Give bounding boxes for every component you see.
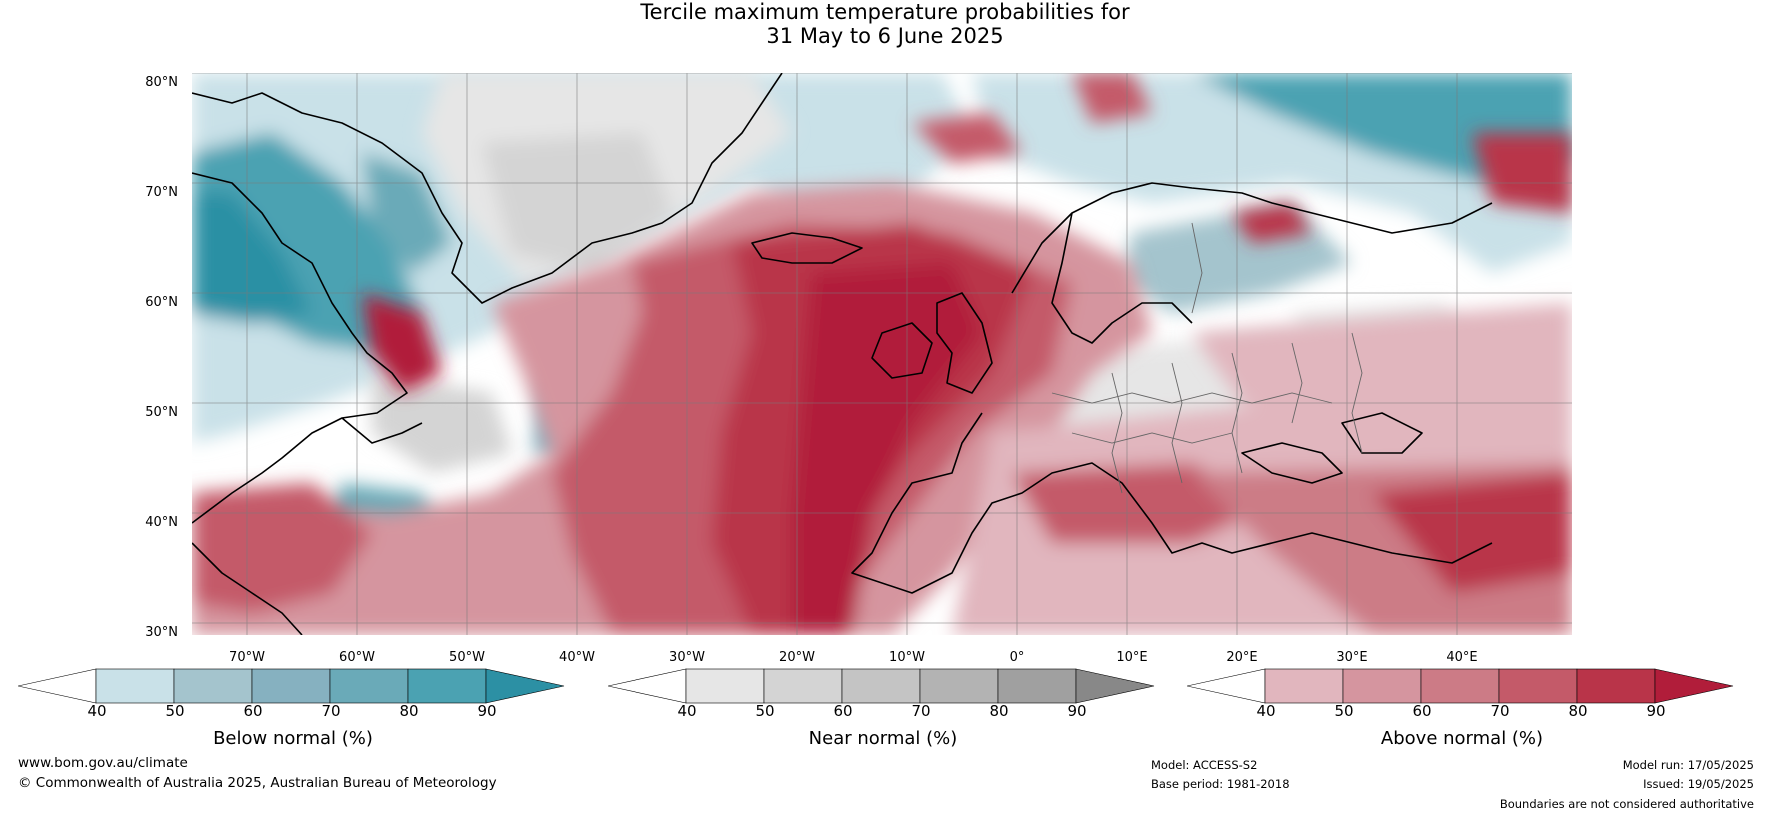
above-normal-colorbar (1187, 668, 1734, 704)
near-tick-70: 70 (911, 702, 931, 720)
above-tick-50: 50 (1334, 702, 1354, 720)
above-colorbar-segment (1342, 668, 1422, 704)
below-colorbar-high-extend (485, 668, 565, 704)
below-tick-90: 90 (477, 702, 497, 720)
near-colorbar-low-extend (608, 668, 687, 704)
above-normal-regions (192, 73, 1572, 635)
lon-label-10w: 10°W (889, 650, 925, 665)
lon-label-0: 0° (1009, 650, 1025, 665)
above-tick-40: 40 (1256, 702, 1276, 720)
lon-label-20w: 20°W (779, 650, 815, 665)
lon-label-60w: 60°W (339, 650, 375, 665)
base-period-text: Base period: 1981-2018 (1151, 777, 1290, 791)
below-tick-50: 50 (165, 702, 185, 720)
lat-label-70n: 70°N (145, 185, 178, 200)
below-normal-title: Below normal (%) (213, 728, 373, 749)
above-tick-80: 80 (1568, 702, 1588, 720)
below-colorbar-segment (329, 668, 409, 704)
below-tick-70: 70 (321, 702, 341, 720)
lon-label-30w: 30°W (669, 650, 705, 665)
below-colorbar-segment (251, 668, 331, 704)
title-line-1: Tercile maximum temperature probabilitie… (640, 0, 1130, 24)
below-normal-colorbar (18, 668, 565, 704)
graticule (192, 73, 1572, 635)
coastlines (192, 73, 1493, 635)
near-colorbar-segment (685, 668, 765, 704)
model-run-text: Model run: 17/05/2025 (1622, 758, 1754, 772)
above-colorbar-segment (1576, 668, 1656, 704)
below-tick-80: 80 (399, 702, 419, 720)
lat-label-50n: 50°N (145, 405, 178, 420)
near-colorbar-segment (763, 668, 843, 704)
near-tick-60: 60 (833, 702, 853, 720)
lat-label-60n: 60°N (145, 295, 178, 310)
above-colorbar-segment (1498, 668, 1578, 704)
disclaimer-text: Boundaries are not considered authoritat… (1499, 797, 1754, 811)
above-colorbar-segment (1264, 668, 1344, 704)
below-colorbar-segment (173, 668, 253, 704)
near-tick-50: 50 (755, 702, 775, 720)
above-tick-70: 70 (1490, 702, 1510, 720)
country-borders (1051, 222, 1363, 494)
above-colorbar-low-extend (1187, 668, 1266, 704)
near-tick-90: 90 (1067, 702, 1087, 720)
near-normal-title: Near normal (%) (808, 728, 958, 749)
near-tick-80: 80 (989, 702, 1009, 720)
above-tick-60: 60 (1412, 702, 1432, 720)
above-colorbar-high-extend (1654, 668, 1734, 704)
title-line-2: 31 May to 6 June 2025 (766, 24, 1004, 48)
below-tick-40: 40 (87, 702, 107, 720)
above-tick-90: 90 (1646, 702, 1666, 720)
probability-map (192, 73, 1572, 635)
above-colorbar-segment (1420, 668, 1500, 704)
below-tick-60: 60 (243, 702, 263, 720)
near-normal-colorbar (608, 668, 1155, 704)
map-canvas[interactable] (192, 73, 1572, 635)
issued-text: Issued: 19/05/2025 (1643, 777, 1754, 791)
website-link[interactable]: www.bom.gov.au/climate (18, 755, 188, 771)
near-colorbar-segment (919, 668, 999, 704)
model-text: Model: ACCESS-S2 (1151, 758, 1258, 772)
lon-label-40w: 40°W (559, 650, 595, 665)
below-colorbar-segment (95, 668, 175, 704)
above-normal-title: Above normal (%) (1380, 728, 1544, 749)
lat-label-80n: 80°N (145, 75, 178, 90)
near-colorbar-segment (997, 668, 1077, 704)
lat-label-30n: 30°N (145, 625, 178, 640)
lon-label-70w: 70°W (229, 650, 265, 665)
near-colorbar-high-extend (1075, 668, 1155, 704)
near-colorbar-segment (841, 668, 921, 704)
lon-label-20e: 20°E (1226, 650, 1258, 665)
below-colorbar-low-extend (18, 668, 97, 704)
lon-label-10e: 10°E (1116, 650, 1148, 665)
lon-label-50w: 50°W (449, 650, 485, 665)
near-tick-40: 40 (677, 702, 697, 720)
map-title: Tercile maximum temperature probabilitie… (0, 0, 1770, 48)
lon-label-40e: 40°E (1446, 650, 1478, 665)
lon-label-30e: 30°E (1336, 650, 1368, 665)
below-colorbar-segment (407, 668, 487, 704)
copyright-text: © Commonwealth of Australia 2025, Austra… (18, 775, 497, 791)
lat-label-40n: 40°N (145, 515, 178, 530)
